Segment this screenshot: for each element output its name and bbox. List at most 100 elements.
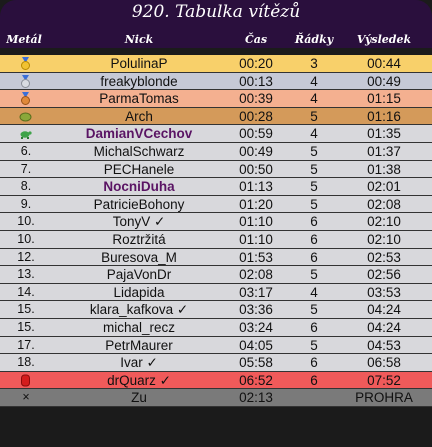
red-barrel-icon bbox=[19, 374, 32, 387]
row-time: 00:39 bbox=[239, 91, 273, 107]
table-row: drQuarz ✓ 06:52 6 07:52 bbox=[0, 371, 432, 390]
row-result: 04:24 bbox=[367, 319, 401, 335]
row-nick[interactable]: Ivar ✓ bbox=[120, 355, 158, 371]
row-rank: 10. bbox=[17, 231, 35, 246]
row-nick[interactable]: PetrMaurer bbox=[105, 337, 173, 353]
row-nick[interactable]: ParmaTomas bbox=[99, 91, 179, 107]
row-result: 01:37 bbox=[367, 143, 401, 159]
row-result: 01:35 bbox=[367, 126, 401, 142]
row-result: 02:08 bbox=[367, 196, 401, 212]
row-nick[interactable]: michal_recz bbox=[102, 319, 176, 335]
row-nick[interactable]: freakyblonde bbox=[100, 73, 178, 89]
row-lines: 5 bbox=[310, 302, 318, 318]
row-result: 01:15 bbox=[367, 91, 401, 107]
gold-medal-icon bbox=[19, 57, 32, 70]
row-nick[interactable]: Roztržitá bbox=[112, 231, 166, 247]
row-lines: 4 bbox=[310, 91, 318, 107]
table-row: 13. PajaVonDr 02:08 5 02:56 bbox=[0, 266, 432, 284]
row-time: 02:13 bbox=[239, 390, 273, 406]
row-rank: 7. bbox=[20, 161, 32, 176]
row-rank: 6. bbox=[20, 143, 32, 158]
row-lines: 4 bbox=[310, 73, 318, 89]
row-time: 00:13 bbox=[239, 73, 273, 89]
row-rank: 14. bbox=[17, 284, 35, 299]
row-nick[interactable]: PajaVonDr bbox=[106, 267, 172, 283]
row-lines: 6 bbox=[310, 249, 318, 265]
row-lines: 5 bbox=[310, 161, 318, 177]
row-nick[interactable]: klara_kafkova ✓ bbox=[89, 302, 189, 318]
table-row: 7. PECHanele 00:50 5 01:38 bbox=[0, 160, 432, 179]
table-row: 14. Lidapida 03:17 4 03:53 bbox=[0, 283, 432, 302]
row-time: 02:08 bbox=[239, 267, 273, 283]
row-nick[interactable]: PatricieBohony bbox=[93, 196, 185, 212]
row-time: 03:17 bbox=[239, 284, 273, 300]
row-time: 00:49 bbox=[239, 143, 273, 159]
table-row: 6. MichalSchwarz 00:49 5 01:37 bbox=[0, 142, 432, 161]
row-time: 04:05 bbox=[239, 337, 273, 353]
row-lines: 5 bbox=[310, 267, 318, 283]
table-row: 8. NocniDuha 01:13 5 02:01 bbox=[0, 178, 432, 196]
row-lines: 3 bbox=[310, 56, 318, 71]
row-lines: 6 bbox=[310, 231, 318, 247]
row-nick[interactable]: PolulinaP bbox=[110, 56, 168, 71]
row-result: 04:24 bbox=[367, 302, 401, 318]
row-nick[interactable]: DamianVCechov bbox=[85, 126, 193, 142]
row-result: 04:53 bbox=[367, 337, 401, 353]
leaderboard-table: PolulinaP 00:20 3 00:44 freakyblonde 00:13 4 00… bbox=[0, 55, 432, 407]
row-nick[interactable]: MichalSchwarz bbox=[93, 143, 185, 159]
table-row: freakyblonde 00:13 4 00:49 bbox=[0, 72, 432, 91]
row-rank: 8. bbox=[20, 179, 32, 194]
row-result: 02:10 bbox=[367, 231, 401, 247]
row-rank: 13. bbox=[17, 267, 35, 282]
table-row: 17. PetrMaurer 04:05 5 04:53 bbox=[0, 336, 432, 355]
row-rank: × bbox=[22, 390, 30, 405]
row-nick[interactable]: TonyV ✓ bbox=[112, 214, 166, 230]
row-time: 01:10 bbox=[239, 231, 273, 247]
row-result: 02:53 bbox=[367, 249, 401, 265]
row-rank: 12. bbox=[17, 249, 35, 264]
row-time: 00:28 bbox=[239, 108, 273, 124]
table-row: 12. Buresova_M 01:53 6 02:53 bbox=[0, 248, 432, 267]
row-result: 06:58 bbox=[367, 355, 401, 371]
row-nick[interactable]: Arch bbox=[125, 108, 153, 124]
table-row: 15. michal_recz 03:24 6 04:24 bbox=[0, 318, 432, 337]
row-time: 00:59 bbox=[239, 126, 273, 142]
table-row: ParmaTomas 00:39 4 01:15 bbox=[0, 90, 432, 108]
page-title: 920. Tabulka vítězů bbox=[131, 2, 301, 22]
row-result: 02:10 bbox=[367, 214, 401, 230]
row-time: 00:20 bbox=[239, 56, 273, 71]
table-row: DamianVCechov 00:59 4 01:35 bbox=[0, 125, 432, 143]
table-header: Metál Nick Čas Řádky Výsledek bbox=[0, 30, 432, 48]
header-nick: Nick bbox=[124, 33, 154, 46]
row-time: 01:13 bbox=[239, 179, 273, 195]
row-lines: 5 bbox=[310, 108, 318, 124]
row-time: 01:10 bbox=[239, 214, 273, 230]
row-result: 02:56 bbox=[367, 267, 401, 283]
row-nick[interactable]: Zu bbox=[131, 390, 147, 406]
row-time: 01:53 bbox=[239, 249, 273, 265]
row-lines: 5 bbox=[310, 143, 318, 159]
row-nick[interactable]: Lidapida bbox=[113, 284, 165, 300]
row-lines: 5 bbox=[310, 337, 318, 353]
turtle-icon bbox=[19, 127, 32, 140]
row-lines: 6 bbox=[310, 319, 318, 335]
row-lines: 5 bbox=[310, 179, 318, 195]
row-nick[interactable]: NocniDuha bbox=[103, 179, 175, 195]
bronze-medal-icon bbox=[19, 92, 32, 106]
row-lines: 6 bbox=[310, 355, 318, 371]
row-rank: 17. bbox=[17, 337, 35, 352]
row-result: 00:49 bbox=[367, 73, 401, 89]
row-nick[interactable]: Buresova_M bbox=[101, 249, 177, 265]
row-time: 03:24 bbox=[239, 319, 273, 335]
header-lines: Řádky bbox=[294, 33, 334, 46]
row-time: 01:20 bbox=[239, 196, 273, 212]
row-lines: 6 bbox=[310, 214, 318, 230]
table-row: PolulinaP 00:20 3 00:44 bbox=[0, 55, 432, 73]
row-nick[interactable]: PECHanele bbox=[103, 161, 175, 177]
header-result: Výsledek bbox=[356, 33, 412, 46]
row-nick[interactable]: drQuarz ✓ bbox=[107, 372, 171, 388]
table-row: × Zu 02:13 PROHRA bbox=[0, 389, 432, 407]
header-medal: Metál bbox=[6, 33, 42, 46]
header-time: Čas bbox=[244, 33, 268, 46]
